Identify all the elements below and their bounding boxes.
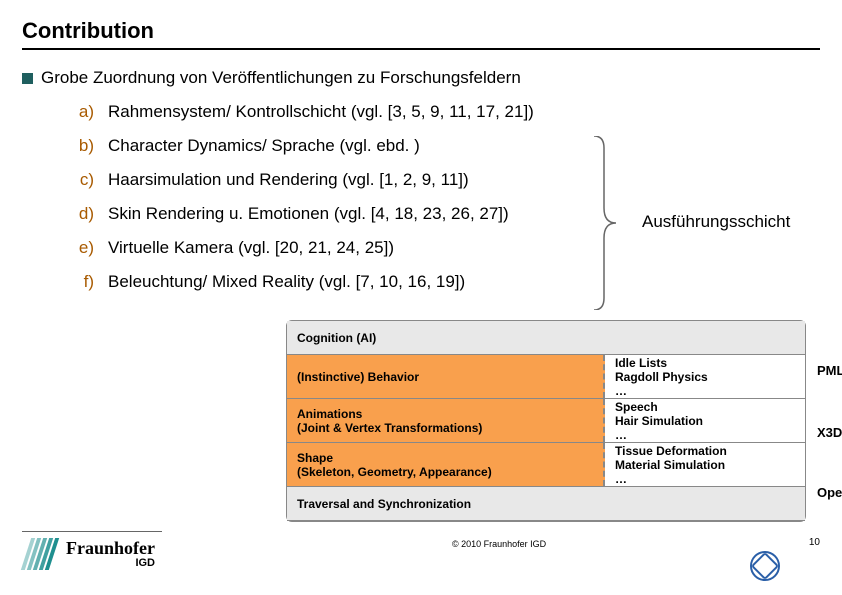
diagram-cell: SpeechHair Simulation…	[605, 399, 805, 442]
list-label: d)	[72, 204, 94, 224]
logo-text: Fraunhofer	[66, 539, 155, 557]
bullet-text: Grobe Zuordnung von Veröffentlichungen z…	[41, 68, 521, 88]
sub-list: a) Rahmensystem/ Kontrollschicht (vgl. [3…	[22, 102, 820, 292]
fraunhofer-logo: Fraunhofer IGD	[22, 538, 820, 570]
diagram-cell: Animations(Joint & Vertex Transformation…	[287, 399, 605, 442]
list-label: a)	[72, 102, 94, 122]
logo-sub: IGD	[66, 557, 155, 569]
diagram-cell: Idle ListsRagdoll Physics…	[605, 355, 805, 398]
list-text: Character Dynamics/ Sprache (vgl. ebd. )	[108, 136, 820, 156]
list-label: b)	[72, 136, 94, 156]
diagram-right-label: PML	[817, 363, 842, 378]
diagram-cell: Traversal and Synchronization	[287, 487, 805, 520]
list-item: e) Virtuelle Kamera (vgl. [20, 21, 24, 25…	[72, 238, 820, 258]
copyright: © 2010 Fraunhofer IGD	[452, 539, 546, 549]
partner-logo-icon	[750, 551, 780, 581]
list-item: b) Character Dynamics/ Sprache (vgl. ebd.…	[72, 136, 820, 156]
annotation-label: Ausführungsschicht	[642, 212, 790, 232]
diagram-cell: Shape(Skeleton, Geometry, Appearance)	[287, 443, 605, 486]
page-number: 10	[809, 537, 820, 548]
list-label: c)	[72, 170, 94, 190]
list-text: Beleuchtung/ Mixed Reality (vgl. [7, 10,…	[108, 272, 820, 292]
list-text: Virtuelle Kamera (vgl. [20, 21, 24, 25])	[108, 238, 820, 258]
list-item: c) Haarsimulation und Rendering (vgl. [1,…	[72, 170, 820, 190]
slide: Contribution Grobe Zuordnung von Veröffe…	[0, 0, 842, 595]
list-item: f) Beleuchtung/ Mixed Reality (vgl. [7, 1…	[72, 272, 820, 292]
diagram-cell: Tissue DeformationMaterial Simulation…	[605, 443, 805, 486]
main-bullet: Grobe Zuordnung von Veröffentlichungen z…	[22, 68, 820, 88]
square-bullet-icon	[22, 73, 33, 84]
list-text: Haarsimulation und Rendering (vgl. [1, 2…	[108, 170, 820, 190]
diagram-cell: (Instinctive) Behavior	[287, 355, 605, 398]
logo-stripes-icon	[22, 538, 58, 570]
footer-rule	[22, 531, 162, 532]
diagram-right-label: OpenSG	[817, 485, 842, 500]
list-label: e)	[72, 238, 94, 258]
diagram-cell: Cognition (AI)	[287, 321, 805, 354]
bracket-icon	[588, 136, 618, 310]
list-text: Rahmensystem/ Kontrollschicht (vgl. [3, …	[108, 102, 820, 122]
footer: Fraunhofer IGD © 2010 Fraunhofer IGD 10	[22, 531, 820, 587]
layer-diagram: Cognition (AI)(Instinctive) BehaviorIdle…	[286, 320, 806, 522]
slide-title: Contribution	[22, 18, 820, 50]
diagram-right-label: X3D	[817, 425, 842, 440]
list-item: a) Rahmensystem/ Kontrollschicht (vgl. [3…	[72, 102, 820, 122]
list-label: f)	[72, 272, 94, 292]
